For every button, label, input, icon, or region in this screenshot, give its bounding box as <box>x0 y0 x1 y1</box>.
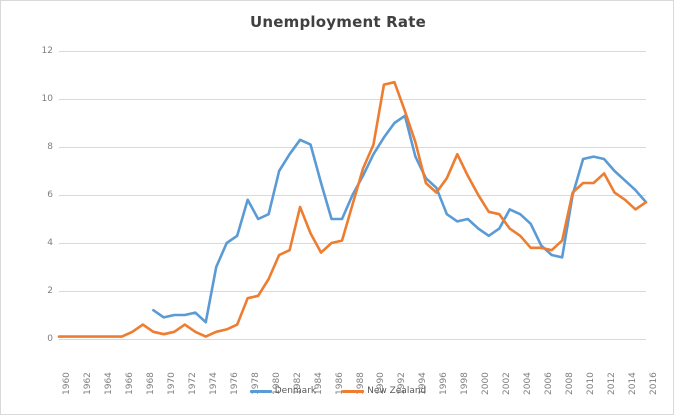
series-lines <box>57 80 648 338</box>
y-axis-tick-label: 6 <box>47 190 53 200</box>
legend-swatch <box>249 389 272 393</box>
legend-swatch <box>342 389 365 393</box>
y-axis-tick-label: 10 <box>41 94 53 104</box>
gridline <box>59 147 646 148</box>
legend-item-new-zealand[interactable]: New Zealand <box>342 386 426 396</box>
series-line-denmark <box>152 114 648 324</box>
gridline <box>59 99 646 100</box>
y-axis-tick-label: 0 <box>47 334 53 344</box>
chart-legend: Denmark New Zealand <box>1 386 674 396</box>
y-axis-tick-label: 4 <box>47 238 53 248</box>
legend-label: Denmark <box>274 386 317 396</box>
legend-item-denmark[interactable]: Denmark <box>249 386 317 396</box>
legend-label: New Zealand <box>367 386 427 396</box>
chart-title: Unemployment Rate <box>250 13 426 31</box>
y-axis-tick-label: 2 <box>47 286 53 296</box>
gridline <box>59 243 646 244</box>
gridline <box>59 339 646 340</box>
gridline <box>59 51 646 52</box>
y-axis-tick-label: 12 <box>41 46 53 56</box>
series-line-new-zealand <box>57 80 648 338</box>
plot-area: 0 2 4 6 8 10 12 1960 1962 1964 1966 1968 1970 1972 19… <box>42 47 659 396</box>
gridline <box>59 291 646 292</box>
y-axis-tick-label: 8 <box>47 142 53 152</box>
